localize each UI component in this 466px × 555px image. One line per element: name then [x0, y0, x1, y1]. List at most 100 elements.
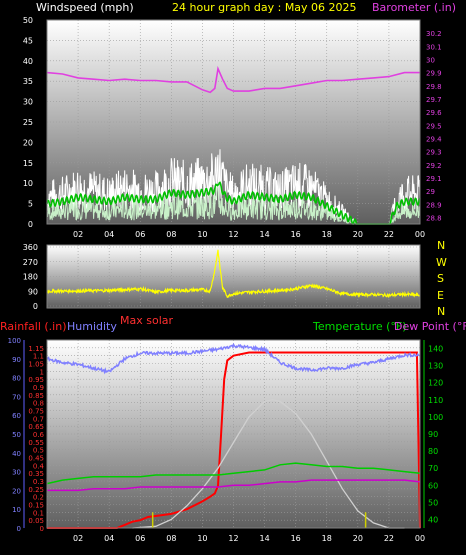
barometer-y-tick-label: 30.2: [426, 30, 442, 38]
rainfall-y-tick-label: 0.7: [33, 415, 44, 423]
rainfall-y-tick-label: 0.3: [33, 478, 44, 486]
humidity-y-tick-label: 60: [12, 412, 21, 420]
graph-title: 24 hour graph day : May 06 2025: [172, 1, 357, 14]
windspeed-axis-label: Windspeed (mph): [36, 1, 134, 14]
temperature-y-tick-label: 120: [428, 379, 443, 388]
x-tick-label: 20: [353, 534, 363, 543]
x-tick-label: 10: [197, 230, 207, 239]
humidity-y-tick-label: 80: [12, 375, 21, 383]
temperature-y-tick-label: 50: [428, 498, 438, 507]
wind-y-tick-label: 0: [28, 220, 33, 229]
barometer-y-tick-label: 29.7: [426, 96, 442, 104]
direction-label-n2: N: [437, 305, 445, 318]
direction-y-tick-label: 270: [23, 258, 38, 267]
rainfall-y-tick-label: 0.6: [33, 431, 45, 439]
direction-y-tick-label: 180: [23, 273, 38, 282]
x-tick-label: 00: [415, 534, 425, 543]
direction-label-s: S: [437, 272, 444, 285]
dewpoint-axis-label: Dew Point (°F): [394, 320, 466, 333]
x-tick-label: 08: [166, 230, 176, 239]
humidity-y-tick-label: 0: [17, 525, 21, 533]
humidity-y-tick-label: 30: [12, 469, 21, 477]
rainfall-y-tick-label: 1.15: [28, 345, 44, 353]
x-tick-label: 02: [73, 230, 83, 239]
dewpoint-line: [47, 479, 421, 492]
rainfall-y-tick-label: 0: [40, 525, 44, 533]
rainfall-line: [47, 351, 421, 529]
barometer-axis-label: Barometer (.in): [372, 1, 456, 14]
rainfall-axis-label: Rainfall (.in): [0, 320, 67, 333]
wind-y-tick-label: 40: [23, 57, 33, 66]
rainfall-y-tick-label: 0.9: [33, 384, 44, 392]
temperature-y-tick-label: 110: [428, 396, 443, 405]
rainfall-y-tick-label: 0.65: [28, 423, 44, 431]
x-tick-label: 16: [291, 534, 301, 543]
max-solar-line: [132, 399, 405, 529]
humidity-line: [46, 342, 421, 375]
temperature-y-tick-label: 140: [428, 345, 443, 354]
temperature-line: [46, 462, 421, 485]
humidity-y-tick-label: 90: [12, 356, 21, 364]
barometer-y-tick-label: 28.9: [426, 201, 442, 209]
direction-label-e: E: [437, 289, 444, 302]
wind-y-tick-label: 50: [23, 16, 33, 25]
humidity-y-tick-label: 20: [12, 487, 21, 495]
x-tick-label: 06: [135, 230, 145, 239]
x-tick-label: 12: [228, 534, 238, 543]
wind-y-tick-label: 45: [23, 36, 33, 45]
temperature-y-tick-label: 80: [428, 447, 438, 456]
barometer-y-tick-label: 30: [426, 56, 435, 64]
wind-y-tick-label: 15: [23, 159, 33, 168]
x-tick-label: 20: [353, 230, 363, 239]
wind-y-tick-label: 30: [23, 98, 33, 107]
direction-y-tick-label: 0: [33, 302, 38, 311]
x-tick-label: 04: [104, 534, 114, 543]
temperature-y-tick-label: 70: [428, 464, 438, 473]
rainfall-y-tick-label: 0.4: [33, 462, 45, 470]
x-tick-label: 14: [259, 534, 269, 543]
rainfall-y-tick-label: 0.1: [33, 509, 44, 517]
x-tick-label: 18: [322, 230, 332, 239]
barometer-y-tick-label: 29: [426, 188, 435, 196]
x-tick-label: 00: [415, 230, 425, 239]
temperature-y-tick-label: 100: [428, 413, 443, 422]
humidity-y-tick-label: 10: [12, 506, 21, 514]
direction-grid: [47, 245, 421, 308]
rainfall-y-tick-label: 0.45: [28, 455, 44, 463]
rainfall-y-tick-label: 1.1: [33, 353, 44, 361]
axis-ticks: 0510152025303540455028.828.92929.129.229…: [8, 16, 444, 543]
barometer-y-tick-label: 29.8: [426, 83, 442, 91]
x-tick-label: 04: [104, 230, 114, 239]
direction-y-tick-label: 360: [23, 243, 38, 252]
rainfall-y-tick-label: 0.8: [33, 400, 44, 408]
barometer-y-tick-label: 30.1: [426, 43, 442, 51]
temperature-axis-label: Temperature (°F): [312, 320, 407, 333]
x-tick-label: 16: [291, 230, 301, 239]
temperature-y-tick-label: 130: [428, 362, 443, 371]
x-tick-label: 22: [384, 534, 394, 543]
rainfall-y-tick-label: 0.05: [28, 517, 44, 525]
x-tick-label: 22: [384, 230, 394, 239]
rainfall-y-tick-label: 0.5: [33, 447, 44, 455]
barometer-y-tick-label: 29.3: [426, 149, 442, 157]
temperature-y-tick-label: 90: [428, 430, 438, 439]
x-tick-label: 14: [259, 230, 269, 239]
rainfall-y-tick-label: 1.05: [28, 361, 44, 369]
x-tick-label: 12: [228, 230, 238, 239]
wind-y-tick-label: 5: [28, 200, 33, 209]
rainfall-y-tick-label: 0.35: [28, 470, 44, 478]
humidity-y-tick-label: 50: [12, 431, 21, 439]
x-tick-label: 18: [322, 534, 332, 543]
rainfall-y-tick-label: 0.95: [28, 376, 44, 384]
barometer-y-tick-label: 29.1: [426, 175, 442, 183]
rainfall-y-tick-label: 0.25: [28, 486, 44, 494]
max-solar-label: Max solar: [120, 314, 173, 327]
barometer-y-tick-label: 29.6: [426, 109, 442, 117]
humidity-y-tick-label: 100: [8, 337, 21, 345]
humidity-y-tick-label: 70: [12, 393, 21, 401]
rainfall-y-tick-label: 0.2: [33, 494, 44, 502]
humidity-axis-label: Humidity: [67, 320, 117, 333]
rainfall-y-tick-label: 0.85: [28, 392, 44, 400]
barometer-y-tick-label: 29.5: [426, 122, 442, 130]
